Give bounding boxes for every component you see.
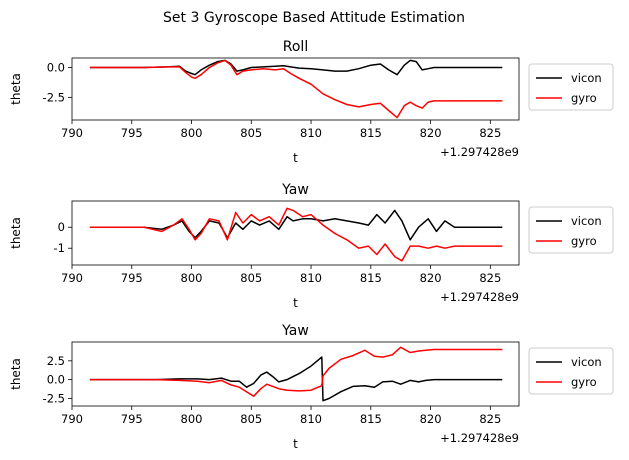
x-tick-label: 795 xyxy=(121,271,143,285)
y-tick-label: -2.5 xyxy=(43,90,65,104)
x-offset-text: +1.297428e9 xyxy=(440,290,519,304)
y-tick-label: -2.5 xyxy=(43,391,65,405)
x-tick-label: 825 xyxy=(479,271,501,285)
chart-2: 790 795 800 805 810 815 820 825 0 -1 Yaw t theta +1.2… xyxy=(9,182,614,310)
chart-title: Roll xyxy=(283,39,308,55)
x-tick-label: 825 xyxy=(479,412,501,426)
y-axis-label: theta xyxy=(9,217,23,249)
legend-label-vicon: vicon xyxy=(571,214,602,228)
legend-label-vicon: vicon xyxy=(571,71,602,85)
y-tick-label: 0 xyxy=(58,220,65,234)
x-tick-label: 800 xyxy=(181,412,203,426)
y-axis-label: theta xyxy=(9,73,23,105)
x-tick-label: 800 xyxy=(181,126,203,140)
x-tick-label: 820 xyxy=(420,271,442,285)
x-tick-label: 815 xyxy=(360,126,382,140)
x-tick-label: 805 xyxy=(240,412,262,426)
y-tick-label: -1 xyxy=(54,241,65,255)
x-tick-label: 790 xyxy=(61,271,83,285)
x-tick-label: 820 xyxy=(420,412,442,426)
legend-label-gyro: gyro xyxy=(571,91,597,105)
chart-3: 790 795 800 805 810 815 820 825 2.5 0.0 -2.5 Yaw t th… xyxy=(9,323,614,451)
chart-title: Yaw xyxy=(281,323,309,339)
x-offset-text: +1.297428e9 xyxy=(440,145,519,159)
x-offset-text: +1.297428e9 xyxy=(440,431,519,445)
x-tick-label: 810 xyxy=(300,412,322,426)
series-line-vicon xyxy=(89,59,503,76)
x-axis-label: t xyxy=(293,296,298,310)
y-axis-label: theta xyxy=(9,358,23,390)
plot-frame xyxy=(71,341,520,407)
x-tick-label: 820 xyxy=(420,126,442,140)
plot-frame xyxy=(71,57,520,121)
x-axis-label: t xyxy=(293,151,298,165)
series-line-gyro xyxy=(89,346,503,397)
x-tick-label: 800 xyxy=(181,271,203,285)
suptitle: Set 3 Gyroscope Based Attitude Estimatio… xyxy=(163,10,465,26)
legend: vicon gyro xyxy=(528,347,614,395)
x-tick-label: 795 xyxy=(121,126,143,140)
legend-label-gyro: gyro xyxy=(571,375,597,389)
x-tick-label: 810 xyxy=(300,271,322,285)
x-tick-label: 805 xyxy=(240,126,262,140)
legend-label-vicon: vicon xyxy=(571,355,602,369)
series-line-vicon xyxy=(89,209,503,241)
legend: vicon gyro xyxy=(528,206,614,254)
x-tick-label: 795 xyxy=(121,412,143,426)
x-tick-label: 805 xyxy=(240,271,262,285)
x-tick-label: 810 xyxy=(300,126,322,140)
series-line-vicon xyxy=(89,356,503,402)
chart-title: Yaw xyxy=(281,182,309,198)
chart-1: 790 795 800 805 810 815 820 825 0.0 -2.5 Roll t thet… xyxy=(9,39,614,165)
legend: vicon gyro xyxy=(528,63,614,111)
x-tick-label: 815 xyxy=(360,412,382,426)
x-tick-label: 825 xyxy=(479,126,501,140)
y-tick-label: 0.0 xyxy=(47,61,65,75)
legend-label-gyro: gyro xyxy=(571,234,597,248)
x-tick-label: 790 xyxy=(61,412,83,426)
x-axis-label: t xyxy=(293,437,298,451)
x-tick-label: 815 xyxy=(360,271,382,285)
series-line-gyro xyxy=(89,59,503,119)
y-tick-label: 2.5 xyxy=(47,354,65,368)
plot-frame xyxy=(71,200,520,266)
y-tick-label: 0.0 xyxy=(47,373,65,387)
series-line-gyro xyxy=(89,207,503,262)
x-tick-label: 790 xyxy=(61,126,83,140)
